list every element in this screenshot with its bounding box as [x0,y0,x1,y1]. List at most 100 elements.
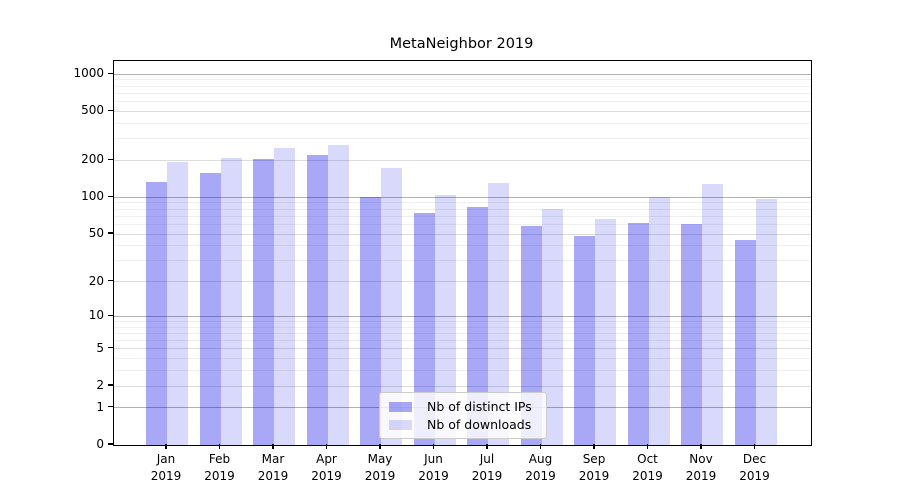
gridline [114,85,811,87]
gridline [114,208,811,210]
y-tick-mark [108,314,113,316]
gridline [114,358,811,360]
x-tick-label-dec: Dec 2019 [739,452,770,483]
x-tick-label-may: May 2019 [364,452,396,483]
plot-area: Nb of distinct IPs Nb of downloads [113,60,812,446]
x-tick-mark [593,444,595,449]
bar-oct-downloads [648,197,670,445]
gridline [114,92,811,94]
y-tick-label: 500 [81,103,104,118]
bar-mar-ips [253,159,274,445]
legend-swatch-distinct-ips [389,402,412,412]
gridline [114,320,811,322]
x-tick-label-jan: Jan 2019 [150,452,182,483]
y-tick-label: 100 [81,189,104,204]
bar-nov-ips [681,223,702,445]
y-tick-mark [108,232,113,234]
bar-jul-downloads [488,182,509,445]
bar-jan-downloads [167,162,188,445]
x-tick-label-aug: Aug 2019 [525,452,556,483]
bar-aug-ips [520,226,542,445]
legend-label: Nb of downloads [427,417,532,432]
gridline [114,73,811,75]
x-tick-label-jul: Jul 2019 [471,452,503,483]
y-tick-label: 20 [88,273,104,288]
legend-swatch-downloads [389,420,412,430]
y-tick-label: 50 [88,226,104,241]
gridline [114,223,811,225]
y-tick-mark [108,406,113,408]
x-tick-mark [165,444,167,449]
chart-title: MetaNeighbor 2019 [389,36,534,52]
y-tick-label: 1 [96,399,104,414]
x-tick-label-oct: Oct 2019 [632,452,663,483]
gridline [114,233,811,235]
bar-mar-downloads [274,147,295,445]
y-tick-mark [108,72,113,74]
legend-label: Nb of distinct IPs [427,399,532,414]
bar-feb-ips [199,172,221,445]
gridline [114,159,811,161]
x-tick-mark [218,444,221,449]
y-tick-label: 1000 [73,66,104,81]
bar-apr-downloads [327,145,349,445]
gridline [114,215,811,217]
x-tick-mark [539,444,542,449]
gridline [114,110,811,112]
gridline [114,385,811,387]
x-tick-mark [272,444,274,449]
x-tick-mark [325,444,328,449]
bar-sep-ips [574,236,595,445]
x-tick-label-feb: Feb 2019 [204,452,235,483]
bar-jun-ips [413,213,435,445]
y-tick-mark [108,443,113,445]
x-tick-mark [486,444,488,449]
gridline [114,332,811,334]
bar-jul-ips [467,206,488,445]
bar-jan-ips [146,181,167,445]
y-tick-label: 2 [96,378,104,393]
y-tick-mark [108,195,113,197]
bar-aug-downloads [541,208,563,445]
x-tick-label-sep: Sep 2019 [578,452,610,483]
x-tick-label-apr: Apr 2019 [311,452,342,483]
gridline [114,370,811,372]
gridline [114,348,811,350]
bar-jun-downloads [434,195,456,445]
y-tick-mark [108,158,113,160]
x-tick-mark [646,444,649,449]
y-tick-mark [108,109,113,111]
x-tick-mark [753,444,756,449]
x-tick-label-mar: Mar 2019 [257,452,289,483]
bar-nov-downloads [702,183,723,445]
x-tick-label-nov: Nov 2019 [685,452,717,483]
bar-apr-ips [306,155,328,445]
legend-entry-downloads: Nb of downloads [389,417,537,433]
bar-oct-ips [627,222,649,445]
gridline [114,260,811,262]
bar-feb-downloads [220,157,242,445]
gridline [114,281,811,283]
gridline [114,202,811,204]
y-tick-label: 10 [88,308,104,323]
bar-dec-ips [734,239,756,445]
gridline [114,326,811,328]
gridline [114,340,811,342]
gridline [114,315,811,317]
bar-dec-downloads [755,198,777,445]
y-tick-mark [108,384,113,386]
x-tick-mark [379,444,381,449]
legend-entry-distinct-ips: Nb of distinct IPs [389,399,537,415]
gridline [114,79,811,81]
y-tick-label: 200 [81,152,104,167]
y-tick-mark [108,347,113,349]
y-tick-label: 0 [96,437,104,451]
y-tick-label: 5 [96,340,104,355]
gridline [114,138,811,140]
x-tick-label-jun: Jun 2019 [418,452,449,483]
gridline [114,122,811,124]
legend: Nb of distinct IPs Nb of downloads [379,392,547,439]
bar-may-ips [360,196,381,445]
bar-sep-downloads [595,218,616,445]
